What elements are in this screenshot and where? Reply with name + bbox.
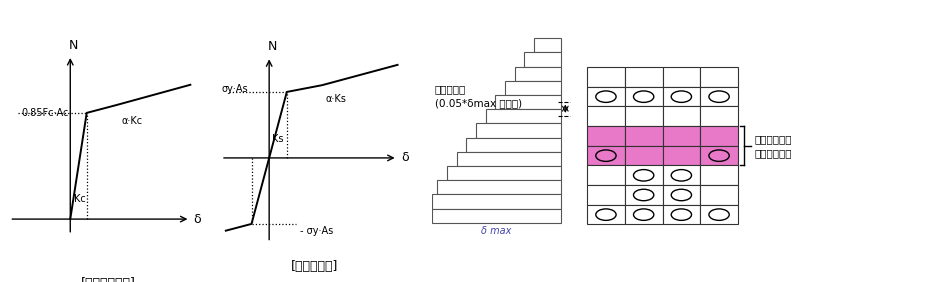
Text: 0.85Fc·Ac: 0.85Fc·Ac [21,108,69,118]
Text: δ: δ [194,213,201,226]
Bar [446,166,560,180]
Bar [625,107,663,126]
Bar [588,87,625,107]
Bar [588,205,625,224]
Circle shape [671,169,692,181]
Bar [700,166,738,185]
Bar [534,38,560,52]
Circle shape [596,91,616,102]
Bar [625,166,663,185]
Bar [700,126,738,146]
Circle shape [596,150,616,161]
Text: - σy·As: - σy·As [300,226,333,236]
Text: 中立軸付近
(0.05*δmax の範囲): 中立軸付近 (0.05*δmax の範囲) [435,84,522,108]
Text: 部材の材料特性: 部材の材料特性 [164,257,222,271]
Bar [700,67,738,87]
Bar [588,185,625,205]
Bar [432,209,560,223]
Bar [663,166,700,185]
Circle shape [709,209,729,220]
Text: α·Kc: α·Kc [121,116,142,126]
Text: Kc: Kc [73,194,86,204]
Bar [457,152,560,166]
Bar [625,126,663,146]
Bar [625,185,663,205]
Circle shape [709,91,729,102]
Bar [663,87,700,107]
Bar [525,52,560,67]
Bar [663,146,700,166]
Bar [700,87,738,107]
Circle shape [709,150,729,161]
Text: 中立軸付近と
判断した範囲: 中立軸付近と 判断した範囲 [755,134,791,158]
Circle shape [634,169,654,181]
Circle shape [634,209,654,220]
Bar [625,146,663,166]
Text: N: N [69,39,78,52]
Bar [432,194,560,209]
Circle shape [671,209,692,220]
Text: δ: δ [400,151,408,164]
Text: δ max: δ max [481,226,511,236]
Circle shape [634,189,654,201]
Text: N: N [268,40,277,53]
Bar [625,87,663,107]
Bar [588,126,625,146]
Bar [625,67,663,87]
Text: σy·As: σy·As [221,83,247,94]
Circle shape [671,189,692,201]
Bar [505,81,560,95]
Bar [625,205,663,224]
Bar [663,185,700,205]
Bar [700,185,738,205]
Bar [700,205,738,224]
Bar [495,95,560,109]
Bar [700,146,738,166]
Bar [663,67,700,87]
Bar [437,180,560,194]
Circle shape [671,91,692,102]
Bar [588,146,625,166]
Bar [663,205,700,224]
Bar [588,107,625,126]
Bar [476,124,560,138]
Bar [663,107,700,126]
Bar [700,107,738,126]
Text: α·Ks: α·Ks [325,94,346,104]
Bar [588,67,625,87]
Bar [514,67,560,81]
Text: [鉄筋・鉄骨]: [鉄筋・鉄骨] [291,260,338,273]
Text: [コンクリート]: [コンクリート] [81,277,135,282]
Circle shape [596,209,616,220]
Bar [486,109,560,124]
Bar [588,166,625,185]
Bar [466,138,560,152]
Circle shape [634,91,654,102]
Bar [663,126,700,146]
Text: 中立軸付近の軸バネ: 中立軸付近の軸バネ [611,257,686,271]
Text: Ks: Ks [273,134,284,144]
